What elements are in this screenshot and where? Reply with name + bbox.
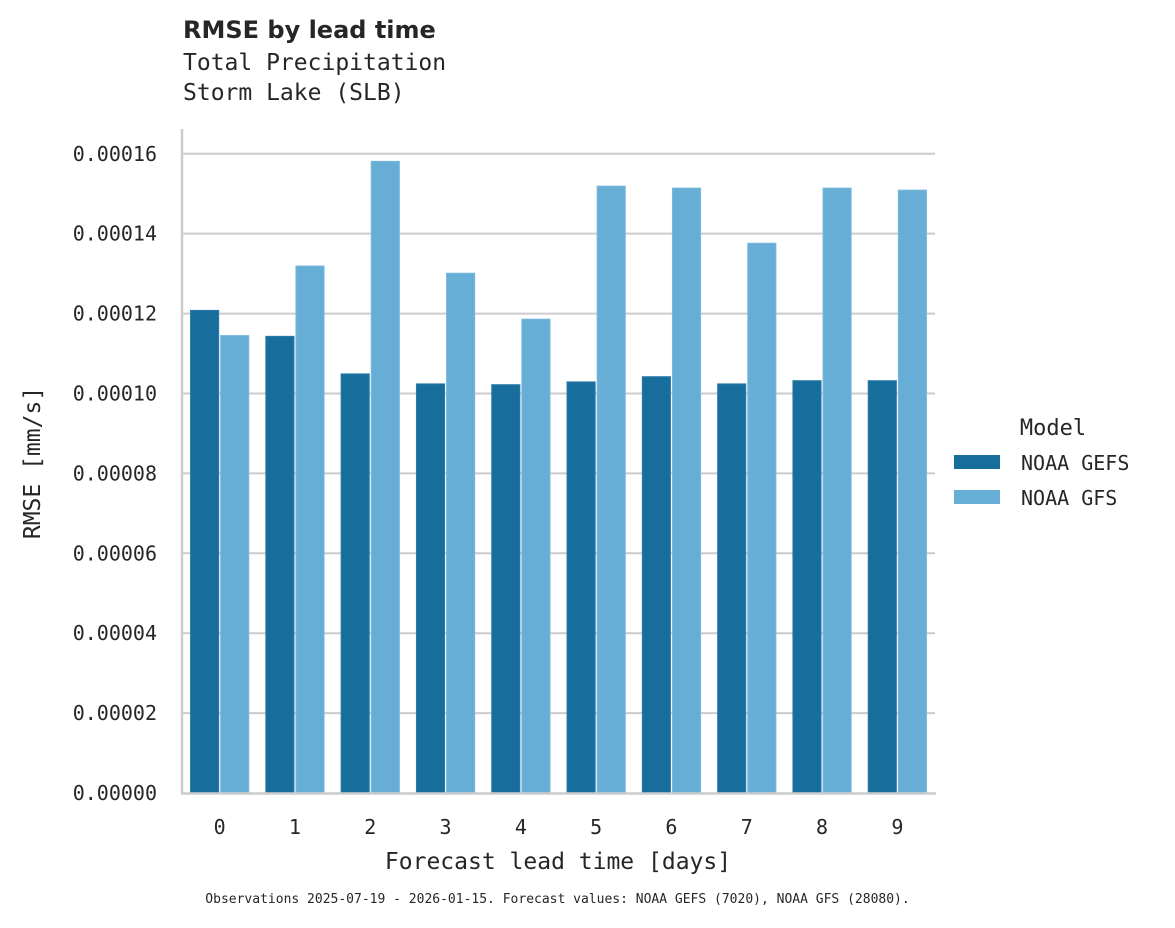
x-tick-label: 4 [515,815,527,839]
gridlines [182,152,935,715]
bar-noaa-gefs-lead-6 [641,376,671,794]
bar-noaa-gfs-lead-3 [446,272,476,794]
x-tick-label: 0 [214,815,226,839]
bar-noaa-gfs-lead-9 [897,189,927,794]
legend: Model NOAA GEFS NOAA GFS [954,416,1129,510]
chart-subtitle-variable: Total Precipitation [183,50,447,76]
bar-noaa-gfs-lead-7 [747,242,777,794]
axes-spines [180,129,936,795]
y-tick-label: 0.00014 [73,222,157,246]
bar-noaa-gefs-lead-5 [566,381,596,794]
y-tick-label: 0.00000 [73,781,157,805]
legend-title: Model [1020,416,1086,441]
bar-noaa-gefs-lead-7 [717,383,747,794]
y-tick-label: 0.00016 [73,142,157,166]
bar-noaa-gefs-lead-3 [415,383,446,794]
x-axis-label: Forecast lead time [days] [385,849,731,875]
y-tick-label: 0.00006 [73,541,157,565]
x-tick-label: 7 [741,815,753,839]
y-tick-label: 0.00002 [73,701,157,725]
legend-swatch-gfs [954,490,1000,504]
x-tick-label: 9 [891,815,903,839]
x-tick-label: 2 [364,815,376,839]
y-axis-ticks: 0.00000 0.00002 0.00004 0.00006 0.00008 0.000… [73,142,157,805]
bar-noaa-gfs-lead-6 [671,187,702,794]
x-tick-label: 5 [590,815,602,839]
x-tick-label: 3 [440,815,452,839]
bar-noaa-gfs-lead-2 [370,160,400,794]
legend-label-gfs: NOAA GFS [1021,486,1117,510]
bar-noaa-gefs-lead-0 [190,309,220,794]
chart-subtitle-location: Storm Lake (SLB) [183,80,405,106]
x-tick-label: 1 [289,815,301,839]
bar-noaa-gefs-lead-1 [265,335,295,794]
bar-noaa-gfs-lead-4 [521,318,551,794]
bars [190,160,927,794]
bar-noaa-gefs-lead-9 [867,380,897,794]
x-tick-label: 6 [665,815,677,839]
bar-noaa-gefs-lead-4 [491,384,521,794]
bar-noaa-gfs-lead-8 [822,187,852,794]
bar-noaa-gefs-lead-8 [792,380,822,794]
legend-label-gefs: NOAA GEFS [1021,451,1129,475]
y-axis-label: RMSE [mm/s] [20,387,46,539]
bar-noaa-gfs-lead-1 [295,265,325,794]
y-tick-label: 0.00012 [73,302,157,326]
bar-noaa-gefs-lead-2 [340,373,370,794]
chart-title: RMSE by lead time [183,16,436,44]
footnote: Observations 2025-07-19 - 2026-01-15. Fo… [205,892,910,907]
bar-noaa-gfs-lead-5 [596,185,626,794]
y-tick-label: 0.00008 [73,461,157,485]
bar-noaa-gfs-lead-0 [220,335,250,794]
legend-swatch-gefs [954,455,1000,469]
x-tick-label: 8 [816,815,828,839]
y-tick-label: 0.00004 [73,621,157,645]
x-axis-ticks: 0 1 2 3 4 5 6 7 8 9 [214,815,904,839]
y-tick-label: 0.00010 [73,381,157,405]
